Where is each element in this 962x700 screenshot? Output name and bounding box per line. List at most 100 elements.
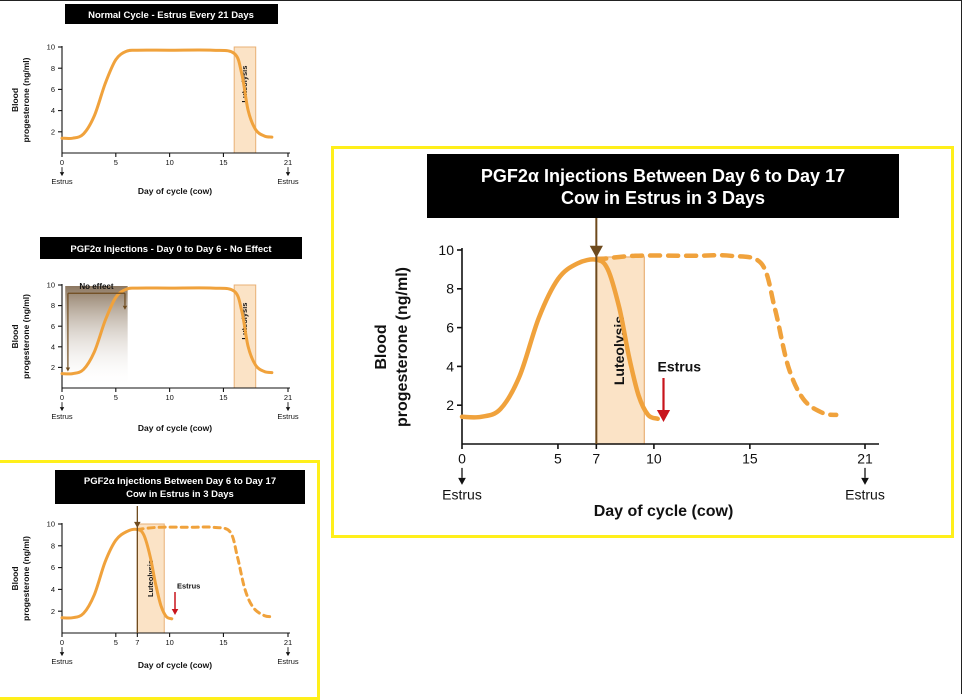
start-estrus-arrowhead [59,652,65,657]
y-axis-label-line2: progesterone (ng/ml) [394,267,411,427]
x-tick-label: 0 [458,451,466,467]
end-estrus-arrowhead [285,652,291,657]
y-tick-label: 4 [446,358,454,374]
chart-title: PGF2α Injections - Day 0 to Day 6 - No E… [70,244,272,255]
x-axis-label: Day of cycle (cow) [138,186,212,196]
y-tick-label: 4 [51,342,55,351]
luteolysis-band [136,523,165,634]
progesterone-curve-normal [594,252,839,418]
chart-title-line1: PGF2α Injections Between Day 6 to Day 17 [84,476,276,487]
luteolysis-label: Luteolysis [146,560,155,597]
y-tick-label: 2 [51,607,55,616]
y-axis-label-line2: progesterone (ng/ml) [21,536,31,621]
progesterone-curve-progesterone [60,48,274,141]
x-tick-label: 10 [165,158,173,167]
x-axis-label: Day of cycle (cow) [138,423,212,433]
x-tick-label: 15 [219,393,227,402]
y-tick-label: 8 [51,541,55,550]
x-tick-label: 21 [857,451,873,467]
end-estrus-label: Estrus [277,177,299,186]
end-estrus-label: Estrus [277,412,299,421]
injection-arrowhead [134,521,141,528]
start-estrus-arrowhead [59,172,65,177]
x-tick-label: 0 [60,638,64,647]
start-estrus-label: Estrus [51,657,73,666]
induced-estrus-label: Estrus [177,582,200,591]
y-tick-label: 4 [51,585,55,594]
y-tick-label: 2 [446,397,454,413]
y-tick-label: 6 [446,320,454,336]
start-estrus-label: Estrus [51,412,73,421]
end-estrus-arrowhead [285,407,291,412]
injection-arrowhead [589,245,603,258]
y-tick-label: 8 [51,64,55,73]
no-effect-box [65,286,128,387]
x-tick-label: 5 [114,638,118,647]
no-effect-label: No effect [79,282,114,291]
window-top-border [0,0,962,1]
y-axis-label-line2: progesterone (ng/ml) [21,57,31,142]
y-axis-label-line2: progesterone (ng/ml) [21,294,31,379]
induced-estrus-arrowhead [171,609,179,615]
y-axis-label-line1: Blood [373,324,390,369]
progesterone-curve-induced [60,527,174,621]
start-estrus-arrowhead [458,477,466,485]
x-tick-label: 21 [284,638,292,647]
chart-title-box [55,470,305,504]
x-tick-label: 7 [592,451,600,467]
y-axis-label-line1: Blood [10,88,20,112]
start-estrus-arrowhead [59,407,65,412]
end-estrus-label: Estrus [845,487,885,503]
x-tick-label: 10 [165,393,173,402]
y-axis-label-line1: Blood [10,324,20,348]
x-tick-label: 5 [554,451,562,467]
y-tick-label: 8 [51,301,55,310]
progesterone-curve-normal [135,525,274,619]
chart-title-line2: Cow in Estrus in 3 Days [126,489,234,500]
x-axis-label: Day of cycle (cow) [138,660,212,670]
y-tick-label: 6 [51,322,55,331]
x-tick-label: 21 [284,158,292,167]
y-tick-label: 6 [51,85,55,94]
x-tick-label: 15 [219,638,227,647]
no-effect-right-arrowhead [122,305,128,310]
induced-estrus-label: Estrus [658,359,702,375]
y-tick-label: 6 [51,563,55,572]
pgf2a-small-chart: PGF2α Injections Between Day 6 to Day 17… [10,470,305,670]
luteolysis-band [595,256,645,445]
normal-cycle-chart: Normal Cycle - Estrus Every 21 Days Lute… [10,4,299,196]
y-tick-label: 2 [51,363,55,372]
pgf2a-large-chart: PGF2α Injections Between Day 6 to Day 17… [373,154,899,520]
y-tick-label: 4 [51,106,55,115]
chart-title-line1: PGF2α Injections Between Day 6 to Day 17 [481,166,845,186]
x-tick-label: 5 [114,393,118,402]
x-tick-label: 10 [646,451,662,467]
no-effect-left-arrowhead [65,367,71,372]
x-tick-label: 10 [165,638,173,647]
chart-title-box [40,237,302,259]
start-estrus-label: Estrus [442,487,482,503]
chart-title: Normal Cycle - Estrus Every 21 Days [88,10,254,21]
highlight-frame-large [331,146,954,538]
y-tick-label: 10 [47,520,55,529]
end-estrus-label: Estrus [277,657,299,666]
y-tick-label: 10 [47,281,55,290]
chart-title-box [427,154,899,218]
x-axis-label: Day of cycle (cow) [594,503,734,520]
y-tick-label: 10 [47,43,55,52]
x-tick-label: 15 [742,451,758,467]
induced-estrus-arrowhead [656,410,671,422]
x-tick-label: 0 [60,158,64,167]
chart-title-box [65,4,278,24]
no-effect-chart: PGF2α Injections - Day 0 to Day 6 - No E… [10,237,302,433]
x-tick-label: 0 [60,393,64,402]
progesterone-curve-induced [459,257,660,422]
x-tick-label: 5 [114,158,118,167]
progesterone-curve-progesterone [60,286,274,376]
x-tick-label: 7 [135,638,139,647]
start-estrus-label: Estrus [51,177,73,186]
x-tick-label: 15 [219,158,227,167]
y-tick-label: 10 [438,242,454,258]
chart-title-line2: Cow in Estrus in 3 Days [561,188,765,208]
y-tick-label: 2 [51,127,55,136]
